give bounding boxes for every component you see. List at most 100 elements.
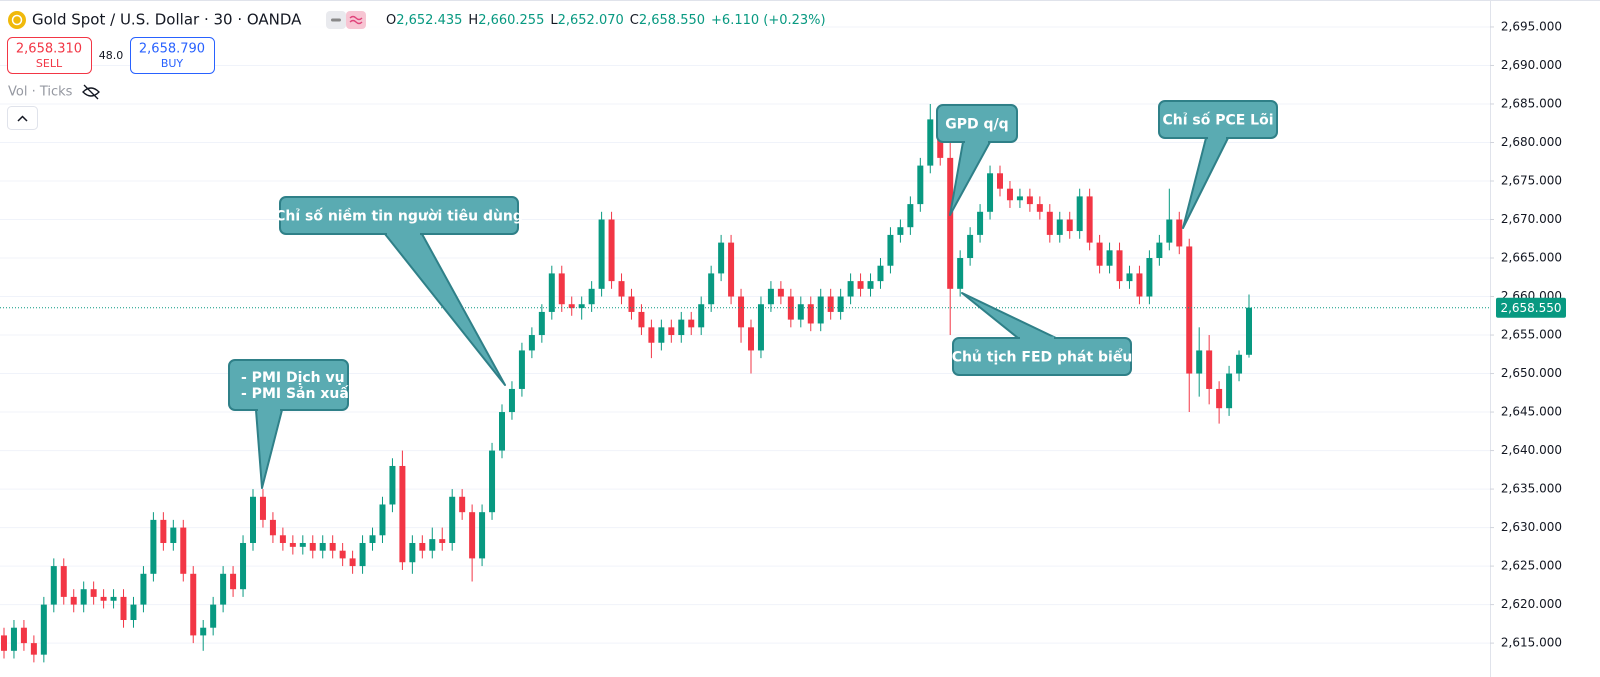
candle-body <box>1156 242 1163 259</box>
ohlc-change: +6.110 (+0.23%) <box>711 13 826 28</box>
candle-body <box>230 573 237 590</box>
candle-body <box>349 558 356 567</box>
candle-body <box>429 539 436 551</box>
candle-body <box>578 304 585 309</box>
candle-body <box>409 542 416 563</box>
candle-body <box>568 304 575 309</box>
ohlc-value: 2,652.435 <box>396 13 462 28</box>
candle-body <box>70 596 77 605</box>
candle-body <box>787 296 794 320</box>
wave-icon <box>349 15 363 25</box>
candle-body <box>200 627 207 636</box>
candle-body <box>867 281 874 289</box>
pill-icon <box>331 18 341 22</box>
candle-body <box>1026 196 1033 205</box>
y-tick-label: 2,675.000 <box>1501 173 1562 187</box>
candle-body <box>1086 196 1093 243</box>
candle-body <box>827 296 834 312</box>
candle-body <box>718 242 725 274</box>
candle-body <box>837 296 844 312</box>
candle-body <box>240 542 247 590</box>
header-bg <box>0 3 820 33</box>
candle-body <box>269 519 276 536</box>
candle-body <box>110 596 117 601</box>
candle-body <box>1106 250 1113 266</box>
callout: Chỉ số PCE Lõi <box>1158 100 1278 229</box>
candle-body <box>160 519 167 543</box>
y-tick-label: 2,635.000 <box>1501 482 1562 496</box>
sell-button[interactable] <box>7 37 92 74</box>
candle-body <box>588 288 595 305</box>
candle-body <box>329 542 336 551</box>
buy-button[interactable] <box>130 37 215 74</box>
candle-body <box>299 542 306 547</box>
candle-body <box>1036 204 1043 212</box>
sell-price: 2,658.310 <box>16 42 82 57</box>
candle-body <box>927 119 934 166</box>
candle-body <box>857 281 864 289</box>
candle-body <box>1176 219 1183 247</box>
callout: Chỉ số niềm tin người tiêu dùng <box>275 196 523 386</box>
candle-body <box>757 304 764 351</box>
candle-body <box>678 319 685 336</box>
candle-body <box>459 496 466 513</box>
callout-text: GPD q/q <box>945 117 1008 133</box>
candle-body <box>1236 354 1243 374</box>
candle-body <box>150 519 157 574</box>
collapse-button[interactable] <box>7 106 38 130</box>
candle-body <box>309 542 316 551</box>
candle-body <box>797 304 804 320</box>
candle-body <box>220 573 227 605</box>
candle-body <box>1166 219 1173 243</box>
candle-body <box>648 327 655 343</box>
callout-box <box>228 359 349 411</box>
y-tick-label: 2,655.000 <box>1501 328 1562 342</box>
hide-icon[interactable] <box>82 84 100 100</box>
wave-button[interactable] <box>346 11 366 29</box>
candle-body <box>1116 250 1123 282</box>
candle-body <box>130 604 137 621</box>
candle-body <box>449 496 456 543</box>
candle-body <box>379 504 386 536</box>
y-tick-label: 2,645.000 <box>1501 405 1562 419</box>
candle-body <box>967 234 974 259</box>
eye-slash <box>83 84 99 100</box>
callout-text: Chỉ số PCE Lõi <box>1162 112 1273 129</box>
candle-body <box>489 450 496 513</box>
candle-body <box>1146 258 1153 297</box>
price-label: 2,658.550 <box>1500 301 1561 315</box>
candle-body <box>1126 273 1133 282</box>
candle-body <box>608 219 615 282</box>
callout-text: - PMI Sản xuất <box>241 385 356 402</box>
candle-body <box>190 573 197 636</box>
candle-body <box>1186 246 1193 374</box>
candle-body <box>210 604 217 628</box>
candle-body <box>120 596 127 621</box>
candle-body <box>1216 388 1223 409</box>
spread: 48.0 <box>99 49 124 62</box>
candle-body <box>518 350 525 389</box>
grid: 2,615.000 2,620.000 2,625.000 2,630.000 2,63… <box>0 19 1562 650</box>
ohlc-value: 2,660.255 <box>478 13 544 28</box>
candle-body <box>877 265 884 282</box>
ohlc-key: C <box>630 13 639 28</box>
indicator-label: Vol · Ticks <box>8 85 73 100</box>
candle-body <box>997 173 1003 189</box>
y-tick-label: 2,680.000 <box>1501 135 1562 149</box>
ohlc-key: L <box>550 13 558 28</box>
candle-body <box>817 296 824 324</box>
candle-body <box>1066 219 1073 232</box>
candle-body <box>499 412 505 451</box>
candle-body <box>1206 350 1213 389</box>
candle-body <box>618 281 625 297</box>
callout: GPD q/q <box>936 104 1018 216</box>
candle-body <box>439 539 446 543</box>
candle-body <box>469 512 476 559</box>
candle-body <box>957 258 964 289</box>
ohlc-value: 2,658.550 <box>639 13 705 28</box>
candle-body <box>977 211 984 235</box>
candle-body <box>1226 373 1233 409</box>
y-tick-label: 2,615.000 <box>1501 636 1562 650</box>
candle-body <box>319 542 326 551</box>
